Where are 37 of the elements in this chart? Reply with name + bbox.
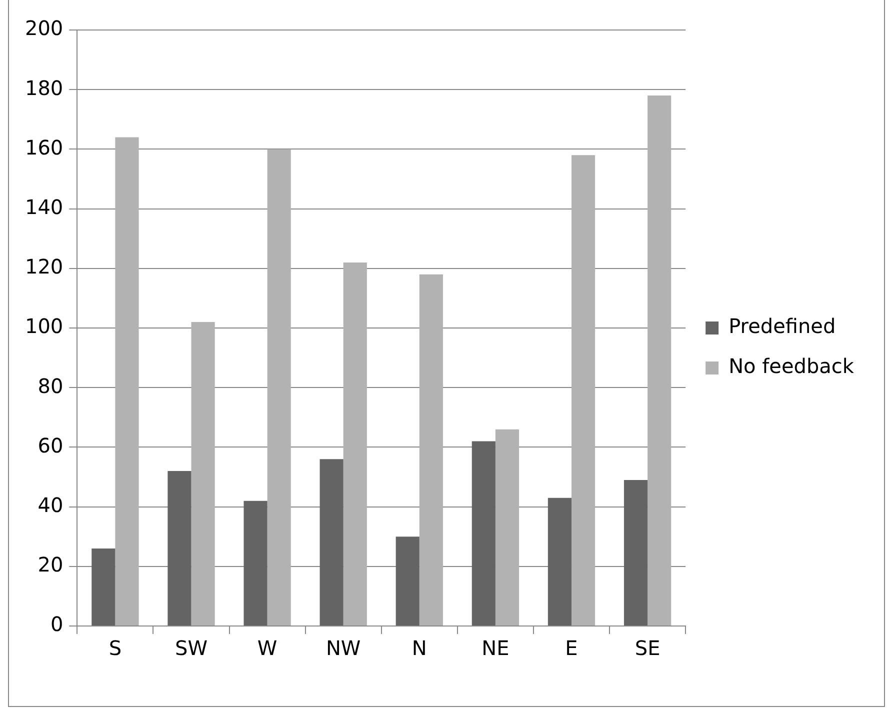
y-tick-label: 0 <box>50 612 64 636</box>
bar <box>648 96 672 626</box>
y-tick-label: 120 <box>24 254 64 279</box>
y-tick-label: 20 <box>38 552 64 577</box>
x-tick-label: SE <box>634 636 660 660</box>
bar <box>267 149 291 626</box>
x-tick-label: S <box>108 636 122 660</box>
bar <box>320 459 344 626</box>
y-tick-label: 140 <box>24 195 64 220</box>
x-tick-label: E <box>565 636 578 660</box>
y-tick-label: 100 <box>24 314 64 338</box>
bar <box>624 480 648 626</box>
bar <box>191 322 215 626</box>
bar <box>472 441 496 626</box>
legend-label: No feedback <box>728 354 854 378</box>
y-tick-label: 160 <box>24 135 64 160</box>
y-tick-label: 60 <box>38 433 64 458</box>
bar <box>168 471 192 626</box>
bar <box>396 536 420 626</box>
y-tick-label: 200 <box>24 16 64 40</box>
bar <box>495 429 520 626</box>
bar <box>548 498 572 626</box>
legend-label: Predefined <box>728 314 836 338</box>
x-tick-label: N <box>412 636 427 660</box>
y-tick-label: 40 <box>38 493 64 518</box>
bar <box>92 548 116 626</box>
x-tick-label: W <box>257 636 278 660</box>
x-tick-label: SW <box>175 636 208 660</box>
y-tick-label: 80 <box>38 374 64 398</box>
bar <box>115 137 139 626</box>
bar <box>343 262 367 626</box>
y-tick-label: 180 <box>24 76 64 100</box>
bar <box>571 155 596 626</box>
x-tick-label: NE <box>482 636 510 660</box>
bar <box>244 500 268 626</box>
bar <box>419 274 443 626</box>
x-tick-label: NW <box>326 636 361 660</box>
